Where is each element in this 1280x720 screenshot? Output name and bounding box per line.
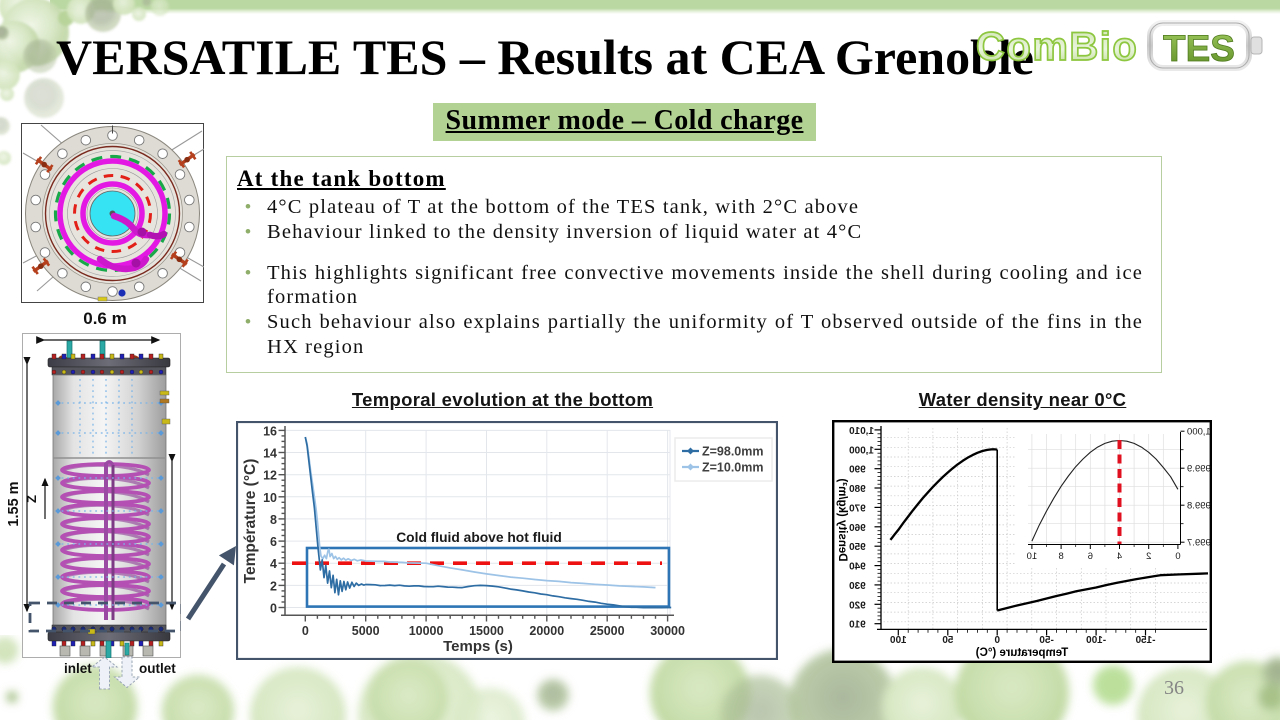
svg-text:2: 2 <box>1146 551 1151 562</box>
svg-text:8: 8 <box>1058 551 1063 562</box>
svg-text:999.8: 999.8 <box>1187 501 1211 512</box>
svg-text:TES: TES <box>1163 28 1235 69</box>
svg-text:Z: Z <box>24 495 39 503</box>
svg-text:Température (°C): Température (°C) <box>242 459 259 584</box>
svg-text:1,000: 1,000 <box>1187 427 1211 438</box>
svg-text:10: 10 <box>263 491 277 505</box>
svg-text:Density (kg/m³): Density (kg/m³) <box>836 478 848 561</box>
svg-text:990: 990 <box>849 465 866 476</box>
svg-text:0: 0 <box>270 602 277 616</box>
svg-text:5000: 5000 <box>352 624 380 638</box>
svg-text:999.9: 999.9 <box>1187 464 1211 475</box>
svg-text:1,010: 1,010 <box>849 426 874 437</box>
svg-text:999.7: 999.7 <box>1187 538 1211 549</box>
svg-text:4: 4 <box>270 557 277 571</box>
svg-text:10000: 10000 <box>409 624 444 638</box>
svg-text:14: 14 <box>263 447 277 461</box>
svg-text:50: 50 <box>942 635 954 646</box>
svg-text:4: 4 <box>1117 551 1122 562</box>
svg-text:910: 910 <box>849 620 866 631</box>
svg-text:6: 6 <box>270 535 277 549</box>
svg-text:Z=98.0mm: Z=98.0mm <box>702 445 764 459</box>
svg-text:12: 12 <box>263 469 277 483</box>
svg-text:ComBio: ComBio <box>976 25 1138 69</box>
svg-text:950: 950 <box>849 542 866 553</box>
svg-text:-100: -100 <box>1086 635 1106 646</box>
svg-text:930: 930 <box>849 581 866 592</box>
svg-text:Temps (s): Temps (s) <box>443 638 513 655</box>
svg-text:6: 6 <box>1088 551 1093 562</box>
svg-text:0: 0 <box>302 624 309 638</box>
svg-text:940: 940 <box>849 562 866 573</box>
svg-text:20000: 20000 <box>529 624 564 638</box>
svg-text:920: 920 <box>849 600 866 611</box>
svg-text:2: 2 <box>270 579 277 593</box>
svg-text:15000: 15000 <box>469 624 504 638</box>
svg-text:100: 100 <box>890 635 907 646</box>
svg-text:1,000: 1,000 <box>849 445 874 456</box>
svg-text:Cold fluid above hot fluid: Cold fluid above hot fluid <box>396 530 562 545</box>
svg-text:10: 10 <box>1027 551 1038 562</box>
svg-text:Z=10.0mm: Z=10.0mm <box>702 461 764 475</box>
svg-text:8: 8 <box>270 513 277 527</box>
svg-text:0: 0 <box>994 635 1000 646</box>
svg-text:Temperature (°C): Temperature (°C) <box>976 647 1069 659</box>
svg-text:-50: -50 <box>1039 635 1054 646</box>
svg-text:0: 0 <box>1175 551 1180 562</box>
svg-text:-150: -150 <box>1135 635 1155 646</box>
svg-text:25000: 25000 <box>590 624 625 638</box>
svg-text:30000: 30000 <box>650 624 685 638</box>
svg-text:980: 980 <box>849 484 866 495</box>
svg-text:960: 960 <box>849 523 866 534</box>
svg-text:970: 970 <box>849 503 866 514</box>
svg-text:16: 16 <box>263 424 277 438</box>
